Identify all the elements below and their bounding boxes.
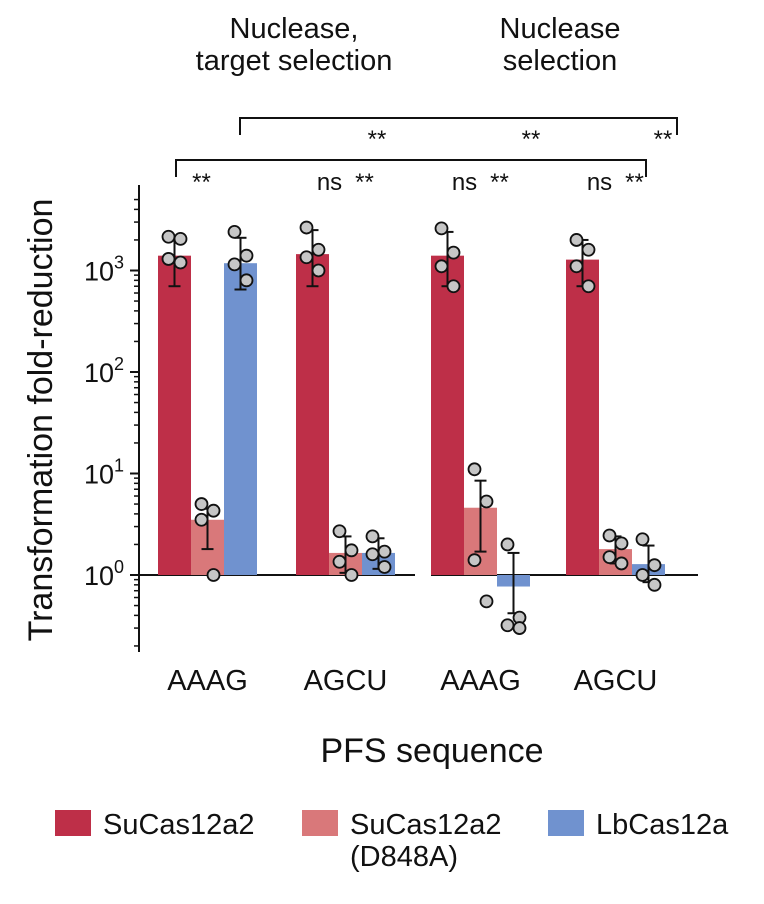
data-point — [173, 255, 188, 270]
data-point — [446, 279, 461, 294]
data-point — [500, 537, 515, 552]
x-tick-label: AAAG — [167, 665, 248, 697]
y-tick-base: 10 — [84, 257, 114, 287]
data-point — [512, 621, 527, 635]
panel-title: Nuclease — [500, 13, 621, 45]
data-point — [500, 618, 515, 633]
data-point — [602, 528, 617, 543]
legend-label: SuCas12a2 — [350, 809, 502, 841]
data-point — [581, 279, 596, 294]
data-point — [434, 221, 449, 236]
bar — [431, 255, 464, 575]
y-tick-base: 10 — [84, 358, 114, 388]
data-point — [173, 231, 188, 246]
y-tick-base: 10 — [84, 460, 114, 490]
panel-title: selection — [503, 45, 617, 77]
data-point — [647, 577, 662, 592]
data-point — [365, 529, 380, 544]
bracket-significance-label: ** — [522, 126, 541, 153]
data-point — [161, 229, 176, 244]
y-tick-label: 103 — [84, 253, 124, 287]
data-point — [299, 220, 314, 235]
y-tick-label: 100 — [84, 557, 124, 591]
legend-label: SuCas12a2 — [103, 809, 255, 841]
y-axis-title: Transformation fold-reduction — [22, 199, 60, 642]
data-point — [161, 252, 176, 266]
data-point — [344, 568, 359, 582]
data-point — [239, 248, 254, 263]
significance-label: ns — [587, 169, 612, 196]
data-point — [569, 259, 584, 274]
legend-swatch — [302, 810, 338, 836]
legend-label: LbCas12a — [596, 809, 729, 841]
data-point — [377, 544, 392, 559]
data-point — [311, 242, 326, 257]
x-axis-title: PFS sequence — [320, 732, 543, 770]
y-tick-exponent: 3 — [114, 253, 124, 273]
panel-title: Nuclease, — [230, 13, 359, 45]
legend-swatch — [548, 810, 584, 836]
data-point — [311, 263, 326, 278]
data-point — [227, 225, 242, 239]
data-point — [332, 554, 347, 569]
legend-swatch — [55, 810, 91, 836]
data-point — [635, 568, 650, 582]
data-point — [635, 532, 650, 547]
data-point — [647, 558, 662, 573]
x-tick-label: AGCU — [304, 665, 388, 697]
significance-label: ns — [317, 169, 342, 196]
data-point — [569, 233, 584, 247]
data-point — [206, 568, 221, 582]
significance-label: ** — [192, 169, 211, 196]
y-tick-exponent: 2 — [114, 354, 124, 374]
data-point — [227, 257, 242, 272]
significance-label: ns — [452, 169, 477, 196]
data-point — [194, 512, 209, 527]
data-point — [434, 259, 449, 274]
data-point — [614, 536, 629, 551]
data-point — [194, 497, 209, 511]
y-tick-exponent: 0 — [114, 557, 124, 577]
data-point — [299, 250, 314, 265]
comparison-bracket-bottom — [175, 159, 647, 177]
bar — [224, 263, 257, 575]
significance-label: ** — [625, 169, 644, 196]
y-tick-label: 101 — [84, 456, 124, 490]
data-point — [467, 553, 482, 568]
x-tick-label: AAAG — [440, 665, 521, 697]
bar — [296, 254, 329, 575]
significance-label: ** — [355, 169, 374, 196]
x-tick-label: AGCU — [574, 665, 658, 697]
data-point — [344, 543, 359, 558]
panel-title: target selection — [196, 45, 393, 77]
comparison-bracket-top — [239, 117, 678, 135]
data-point — [446, 245, 461, 260]
bar — [566, 259, 599, 575]
y-tick-label: 102 — [84, 354, 124, 388]
y-tick-base: 10 — [84, 561, 114, 591]
data-point — [602, 550, 617, 565]
y-tick-exponent: 1 — [114, 456, 124, 476]
data-point — [377, 560, 392, 574]
data-point — [467, 462, 482, 477]
bracket-significance-label: ** — [368, 126, 387, 153]
significance-label: ** — [490, 169, 509, 196]
data-point — [206, 503, 221, 518]
data-point — [239, 273, 254, 288]
data-point — [479, 494, 494, 509]
data-point — [365, 547, 380, 562]
legend-label: (D848A) — [350, 841, 458, 873]
bracket-significance-label: ** — [654, 126, 673, 153]
bar — [158, 255, 191, 575]
data-point — [479, 594, 494, 609]
data-point — [332, 524, 347, 539]
data-point — [581, 242, 596, 257]
data-point — [614, 556, 629, 571]
